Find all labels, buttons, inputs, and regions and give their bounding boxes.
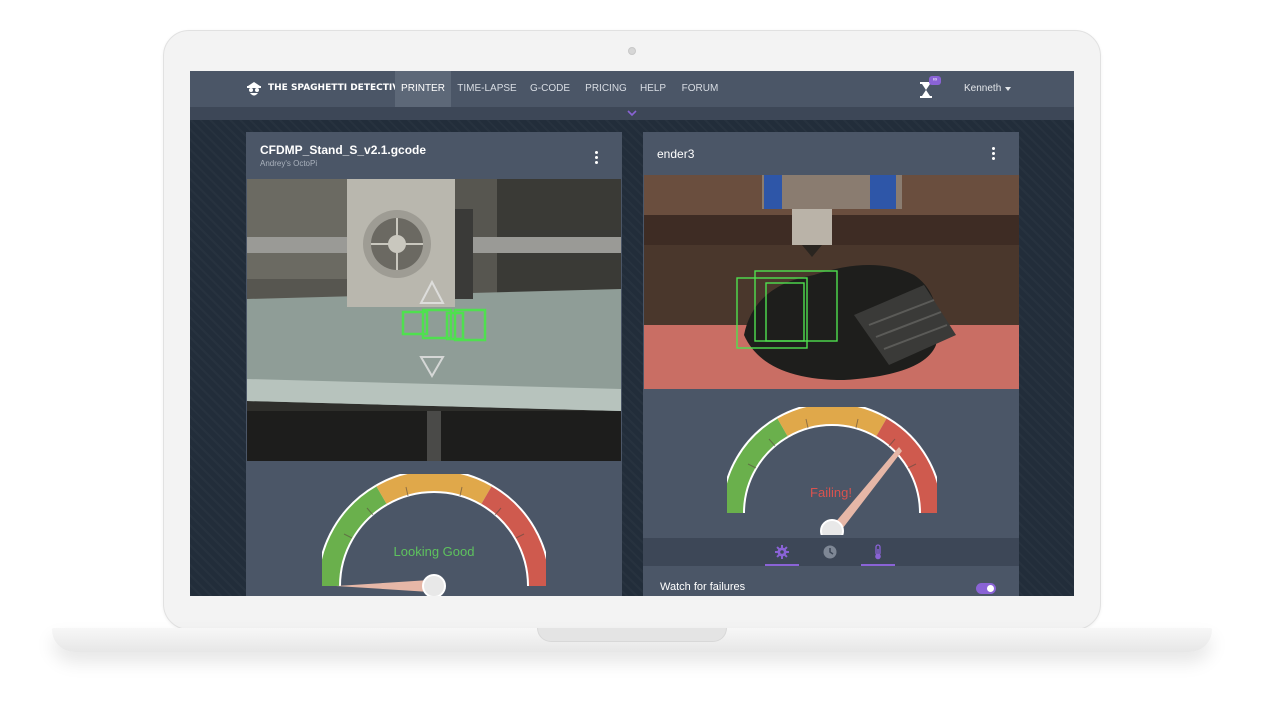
more-options-icon[interactable] <box>595 151 599 165</box>
nav-link-g-code[interactable]: G-CODE <box>530 83 570 94</box>
thermometer-icon <box>875 544 881 560</box>
status-label: Failing! <box>810 485 852 500</box>
printer-card: ender3 <box>643 132 1019 596</box>
clock-icon <box>823 545 837 559</box>
credits-badge: ∞ <box>929 76 941 85</box>
failure-gauge <box>727 407 937 535</box>
brand-name[interactable]: THE SPAGHETTI DETECTIVE <box>268 83 406 93</box>
top-navbar: THE SPAGHETTI DETECTIVE PRINTER TIME-LAP… <box>190 71 1074 107</box>
print-job-title: CFDMP_Stand_S_v2.1.gcode <box>260 143 427 157</box>
user-menu[interactable]: Kenneth <box>964 83 1002 94</box>
watch-for-failures-label: Watch for failures <box>660 581 746 593</box>
nav-link-help[interactable]: HELP <box>639 83 667 94</box>
hourglass-icon[interactable] <box>919 81 933 99</box>
nav-link-pricing[interactable]: PRICING <box>585 83 627 94</box>
nav-link-printer[interactable]: PRINTER <box>395 71 451 107</box>
status-label: Looking Good <box>393 544 475 559</box>
laptop-notch <box>537 628 727 642</box>
nav-link-time-lapse[interactable]: TIME-LAPSE <box>457 83 517 94</box>
caret-down-icon[interactable] <box>1005 87 1011 91</box>
app-screen: THE SPAGHETTI DETECTIVE PRINTER TIME-LAP… <box>190 71 1074 596</box>
printer-name: ender3 <box>657 147 695 161</box>
tab-history[interactable] <box>813 538 847 566</box>
tab-temperature[interactable] <box>861 538 895 566</box>
webcam-feed[interactable] <box>644 175 1019 389</box>
webcam-dot <box>628 47 636 55</box>
failure-gauge <box>322 474 546 596</box>
webcam-feed[interactable] <box>247 179 621 461</box>
control-tabs <box>643 538 1019 566</box>
watch-for-failures-toggle[interactable] <box>976 583 996 594</box>
tab-settings[interactable] <box>765 538 799 566</box>
printer-card: CFDMP_Stand_S_v2.1.gcode Andrey's OctoPi <box>246 132 622 596</box>
chevron-down-icon[interactable] <box>627 109 637 117</box>
subnav-strip <box>190 107 1074 120</box>
more-options-icon[interactable] <box>992 147 996 161</box>
detective-logo-icon[interactable] <box>246 80 262 98</box>
gear-icon <box>775 545 789 559</box>
printer-name: Andrey's OctoPi <box>260 159 318 168</box>
nav-link-forum[interactable]: FORUM <box>681 83 719 94</box>
